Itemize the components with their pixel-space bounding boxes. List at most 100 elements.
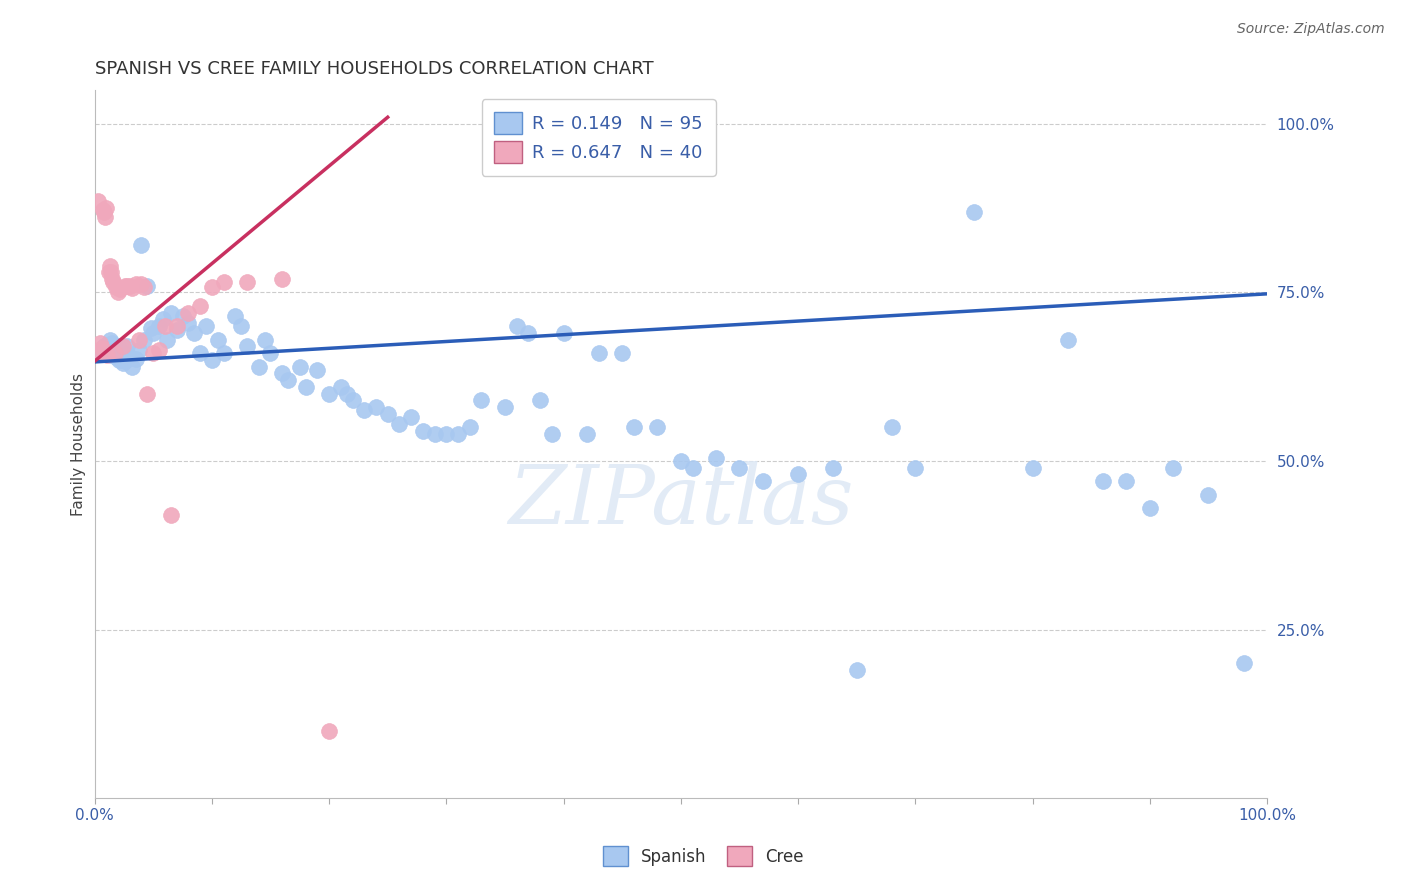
Point bbox=[97, 341, 120, 355]
Point bbox=[329, 380, 352, 394]
Point bbox=[183, 326, 205, 340]
Point bbox=[118, 278, 141, 293]
Point bbox=[117, 339, 139, 353]
Point bbox=[704, 450, 727, 465]
Point bbox=[177, 316, 200, 330]
Point bbox=[124, 277, 146, 292]
Point bbox=[963, 204, 986, 219]
Point bbox=[93, 339, 115, 353]
Point bbox=[669, 454, 692, 468]
Point bbox=[399, 410, 422, 425]
Point bbox=[529, 393, 551, 408]
Point bbox=[132, 333, 155, 347]
Point bbox=[114, 278, 136, 293]
Point bbox=[1139, 501, 1161, 516]
Point bbox=[110, 344, 132, 359]
Point bbox=[148, 343, 170, 357]
Point bbox=[277, 373, 299, 387]
Point bbox=[91, 203, 114, 218]
Point bbox=[553, 326, 575, 340]
Point bbox=[159, 306, 181, 320]
Legend: Spanish, Cree: Spanish, Cree bbox=[596, 839, 810, 873]
Point bbox=[111, 339, 134, 353]
Point bbox=[121, 359, 143, 374]
Point bbox=[318, 386, 340, 401]
Point bbox=[231, 319, 253, 334]
Point bbox=[98, 333, 121, 347]
Legend: R = 0.149   N = 95, R = 0.647   N = 40: R = 0.149 N = 95, R = 0.647 N = 40 bbox=[482, 99, 716, 176]
Point bbox=[1232, 657, 1254, 671]
Point bbox=[128, 333, 150, 347]
Point bbox=[647, 420, 669, 434]
Point bbox=[166, 319, 188, 334]
Point bbox=[136, 386, 159, 401]
Point bbox=[94, 210, 117, 224]
Point bbox=[271, 367, 294, 381]
Point bbox=[159, 508, 181, 522]
Point bbox=[94, 343, 117, 357]
Point bbox=[612, 346, 634, 360]
Point bbox=[588, 346, 610, 360]
Point bbox=[118, 350, 141, 364]
Point bbox=[823, 460, 845, 475]
Point bbox=[103, 276, 125, 290]
Point bbox=[1197, 488, 1219, 502]
Point bbox=[89, 346, 111, 360]
Point bbox=[148, 319, 170, 334]
Point bbox=[458, 420, 481, 434]
Point bbox=[107, 339, 129, 353]
Point bbox=[124, 351, 146, 366]
Point bbox=[96, 338, 118, 352]
Point bbox=[253, 333, 276, 347]
Point bbox=[1115, 475, 1137, 489]
Point bbox=[412, 424, 434, 438]
Point bbox=[128, 343, 150, 357]
Point bbox=[136, 278, 159, 293]
Point bbox=[87, 194, 110, 209]
Y-axis label: Family Households: Family Households bbox=[72, 373, 86, 516]
Point bbox=[447, 427, 470, 442]
Point bbox=[188, 346, 211, 360]
Point bbox=[89, 346, 111, 360]
Point bbox=[364, 400, 387, 414]
Point bbox=[377, 407, 399, 421]
Text: SPANISH VS CREE FAMILY HOUSEHOLDS CORRELATION CHART: SPANISH VS CREE FAMILY HOUSEHOLDS CORREL… bbox=[94, 60, 654, 78]
Point bbox=[89, 336, 111, 351]
Point bbox=[318, 723, 340, 738]
Point bbox=[98, 259, 121, 273]
Point bbox=[93, 204, 115, 219]
Point bbox=[236, 276, 259, 290]
Point bbox=[728, 460, 751, 475]
Point bbox=[114, 354, 136, 368]
Point bbox=[103, 346, 125, 360]
Point bbox=[107, 285, 129, 300]
Point bbox=[494, 400, 516, 414]
Point bbox=[1056, 333, 1078, 347]
Point bbox=[505, 319, 527, 334]
Point bbox=[121, 281, 143, 295]
Point bbox=[201, 352, 224, 367]
Point bbox=[434, 427, 457, 442]
Point bbox=[101, 336, 124, 351]
Point bbox=[787, 467, 810, 482]
Point bbox=[1161, 460, 1184, 475]
Point bbox=[517, 326, 540, 340]
Point bbox=[294, 380, 316, 394]
Point bbox=[139, 320, 162, 334]
Point bbox=[224, 309, 246, 323]
Point bbox=[236, 339, 259, 353]
Point bbox=[1091, 475, 1114, 489]
Point bbox=[103, 344, 125, 359]
Point bbox=[623, 420, 645, 434]
Point bbox=[336, 386, 359, 401]
Text: ZIPatlas: ZIPatlas bbox=[508, 461, 853, 541]
Point bbox=[388, 417, 411, 431]
Point bbox=[142, 326, 165, 340]
Point bbox=[845, 663, 868, 677]
Point bbox=[1021, 460, 1043, 475]
Point bbox=[904, 460, 927, 475]
Point bbox=[131, 238, 153, 252]
Point bbox=[212, 276, 235, 290]
Point bbox=[188, 299, 211, 313]
Point bbox=[152, 312, 174, 326]
